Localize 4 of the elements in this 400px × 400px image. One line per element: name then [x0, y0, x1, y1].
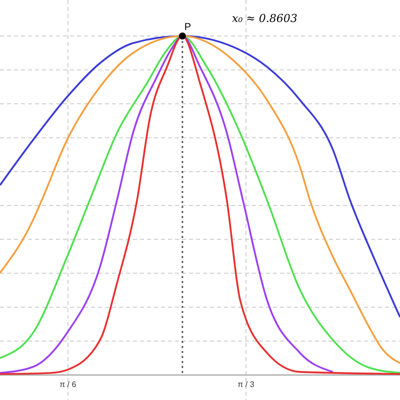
x-tick-label: π / 3: [238, 380, 255, 389]
x-tick-label: π / 6: [60, 380, 77, 389]
text: x₀ ≈ 0.8603: [232, 12, 298, 25]
annotation: P: [184, 22, 192, 33]
